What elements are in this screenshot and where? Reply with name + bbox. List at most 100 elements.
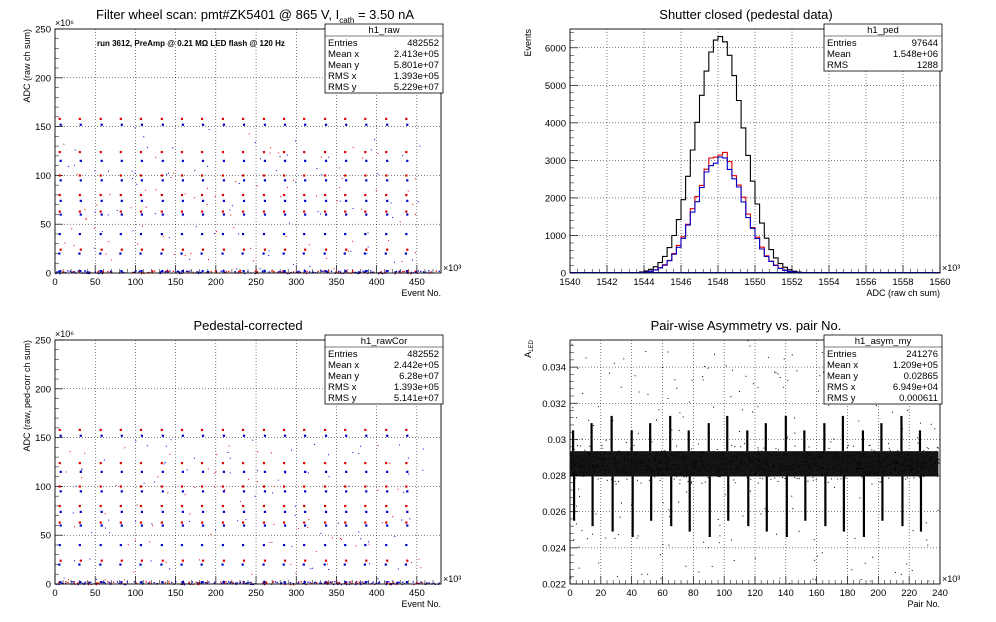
scatter-point (89, 558, 91, 560)
scatter-point (262, 543, 266, 547)
scatter-point (201, 559, 205, 562)
scatter-point (373, 138, 375, 140)
asymmetry-point (603, 453, 605, 455)
scatter-point (355, 581, 358, 583)
x-axis-exponent: ×10³ (942, 574, 960, 584)
x-tick-label: 400 (369, 588, 385, 599)
asymmetry-point (774, 456, 776, 458)
scatter-point (331, 581, 333, 583)
x-tick-label: 1544 (633, 277, 654, 288)
asymmetry-point (817, 456, 819, 458)
scatter-point (180, 232, 184, 236)
asymmetry-point (819, 457, 821, 459)
scatter-point (180, 117, 184, 120)
scatter-point (282, 117, 286, 120)
scatter-point (363, 563, 366, 566)
asymmetry-point (573, 472, 575, 474)
scatter-point (295, 271, 298, 274)
scatter-point (344, 232, 347, 236)
scatter-point (100, 559, 103, 562)
y-axis-exponent: ×10⁶ (55, 329, 74, 339)
asymmetry-point (619, 469, 621, 471)
asymmetry-point (717, 476, 719, 478)
scatter-point (78, 543, 81, 547)
scatter-point (306, 270, 308, 273)
asymmetry-point (915, 465, 917, 467)
asymmetry-point (576, 505, 578, 507)
scatter-point (84, 581, 86, 583)
asymmetry-point (619, 451, 621, 453)
asymmetry-point (721, 469, 723, 471)
asymmetry-point (691, 465, 693, 467)
scatter-point (352, 146, 354, 148)
asymmetry-point (680, 472, 682, 474)
asymmetry-point (815, 458, 817, 460)
scatter-point (324, 123, 328, 126)
scatter-point (412, 203, 414, 205)
scatter-point (286, 187, 288, 189)
asymmetry-point (613, 458, 615, 460)
asymmetry-point (901, 470, 903, 472)
asymmetry-point (581, 462, 583, 464)
asymmetry-point (728, 462, 730, 464)
scatter-point (302, 582, 304, 585)
asymmetry-point (684, 466, 686, 468)
asymmetry-point (676, 451, 678, 453)
asymmetry-point (707, 547, 709, 549)
asymmetry-point (684, 459, 686, 461)
asymmetry-point (773, 467, 775, 469)
scatter-point (120, 470, 123, 473)
y-tick-label: 2000 (545, 193, 566, 204)
scatter-point (320, 213, 322, 215)
scatter-point (104, 513, 106, 515)
scatter-point (292, 263, 294, 265)
asymmetry-point (726, 472, 728, 474)
scatter-point (239, 582, 241, 584)
scatter-point (170, 177, 172, 179)
asymmetry-point (719, 524, 721, 526)
asymmetry-point (835, 458, 837, 460)
scatter-point (81, 477, 83, 479)
scatter-point (380, 271, 382, 273)
scatter-point (320, 174, 322, 176)
asymmetry-point (905, 464, 907, 466)
asymmetry-point (844, 475, 846, 477)
asymmetry-point (814, 559, 816, 561)
asymmetry-point (791, 469, 793, 471)
asymmetry-point (645, 471, 647, 473)
asymmetry-point (792, 464, 794, 466)
asymmetry-point (721, 468, 723, 470)
scatter-point (161, 510, 164, 513)
scatter-point (161, 434, 164, 437)
asymmetry-point (908, 460, 910, 462)
asymmetry-point (600, 477, 602, 479)
asymmetry-point (741, 458, 743, 460)
asymmetry-point (682, 416, 684, 418)
asymmetry-point (576, 462, 578, 464)
scatter-point (139, 174, 143, 177)
scatter-point (314, 444, 316, 446)
scatter-point (185, 270, 187, 273)
asymmetry-point (616, 470, 618, 472)
asymmetry-point (660, 578, 662, 580)
x-tick-label: 100 (716, 588, 732, 599)
scatter-point (323, 174, 327, 177)
scatter-point (200, 193, 204, 197)
x-tick-label: 1540 (559, 277, 580, 288)
asymmetry-point (689, 460, 691, 462)
scatter-point (59, 179, 62, 182)
scatter-point (58, 461, 61, 465)
scatter-point (241, 210, 245, 213)
asymmetry-point (668, 516, 670, 518)
scatter-point (241, 485, 245, 488)
x-tick-label: 200 (208, 588, 224, 599)
scatter-point (417, 270, 419, 272)
scatter-point (406, 524, 409, 527)
scatter-point (169, 568, 171, 570)
asymmetry-point (932, 465, 934, 467)
scatter-point (294, 514, 296, 516)
run-annotation: run 3612, PreAmp @ 0.21 MΩ LED flash @ 1… (97, 39, 285, 48)
scatter-point (111, 259, 113, 261)
asymmetry-point (867, 470, 869, 472)
scatter-point (79, 199, 82, 202)
